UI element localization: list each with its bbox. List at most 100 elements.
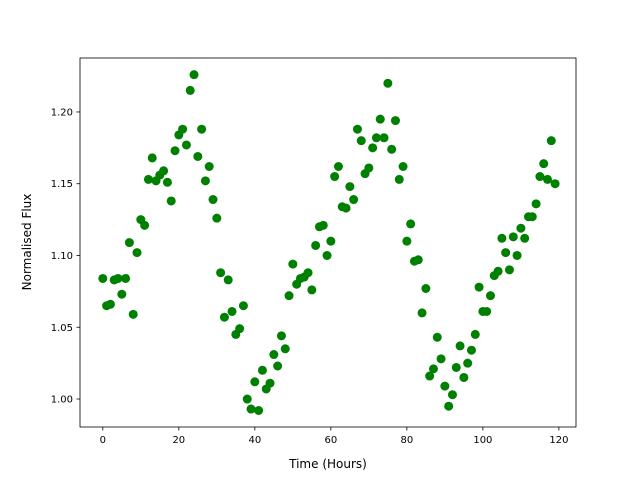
data-point [444, 401, 454, 411]
data-point [516, 223, 526, 233]
data-point [269, 350, 279, 360]
data-point [121, 273, 131, 283]
data-points [98, 70, 560, 415]
data-point [162, 177, 172, 187]
data-point [166, 196, 176, 206]
data-point [520, 233, 530, 243]
data-point [250, 377, 260, 387]
data-point [200, 176, 210, 186]
data-point [124, 238, 134, 248]
data-point [402, 236, 412, 246]
data-point [140, 220, 150, 230]
data-point [333, 162, 343, 172]
data-point [356, 136, 366, 146]
data-point [352, 124, 362, 134]
y-tick-label: 1.05 [51, 323, 73, 334]
data-point [242, 394, 252, 404]
data-point [98, 273, 108, 283]
data-point [375, 114, 385, 124]
data-point [440, 381, 450, 391]
data-point [463, 358, 473, 368]
y-tick-label: 1.00 [51, 395, 73, 406]
data-point [105, 299, 115, 309]
data-point [428, 364, 438, 374]
data-point [406, 219, 416, 229]
data-point [390, 116, 400, 126]
data-point [303, 268, 313, 278]
data-point [257, 365, 267, 375]
data-point [288, 259, 298, 269]
data-point [383, 78, 393, 88]
data-point [193, 151, 203, 161]
data-point [273, 361, 283, 371]
data-point [227, 306, 237, 316]
data-point [497, 233, 507, 243]
x-tick-label: 80 [400, 435, 413, 446]
data-point [318, 220, 328, 230]
data-point [208, 195, 218, 205]
data-point [117, 289, 127, 299]
data-point [197, 124, 207, 134]
data-point [326, 236, 336, 246]
data-point [501, 248, 511, 258]
data-point [387, 144, 397, 154]
y-axis-ticks: 1.00 1.05 1.10 1.15 1.20 [51, 107, 80, 406]
data-point [147, 153, 157, 163]
data-point [223, 275, 233, 285]
data-point [508, 232, 518, 242]
x-tick-label: 20 [172, 435, 185, 446]
data-point [341, 203, 351, 213]
data-point [459, 372, 469, 382]
data-point [276, 331, 286, 341]
x-tick-label: 40 [248, 435, 261, 446]
data-point [265, 378, 275, 388]
data-point [485, 291, 495, 301]
data-point [235, 324, 245, 334]
data-point [246, 404, 256, 414]
data-point [425, 371, 435, 381]
data-point [398, 162, 408, 172]
data-point [364, 163, 374, 173]
x-tick-label: 100 [473, 435, 492, 446]
data-point [474, 282, 484, 292]
data-point [113, 273, 123, 283]
data-point [455, 341, 465, 351]
data-point [542, 174, 552, 184]
data-point [307, 285, 317, 295]
data-point [436, 354, 446, 364]
data-point [284, 291, 294, 301]
data-point [345, 182, 355, 192]
data-point [493, 266, 503, 276]
data-point [311, 240, 321, 250]
data-point [322, 250, 332, 260]
data-point [170, 146, 180, 156]
data-point [128, 309, 138, 319]
axes-frame [79, 57, 577, 428]
data-point [379, 133, 389, 143]
data-point [280, 344, 290, 354]
y-tick-label: 1.10 [51, 251, 73, 262]
data-point [349, 195, 359, 205]
y-axis-label: Normalised Flux [20, 194, 34, 291]
data-point [330, 172, 340, 182]
data-point [512, 250, 522, 260]
data-point [482, 306, 492, 316]
data-point [550, 179, 560, 189]
data-point [212, 213, 222, 223]
data-point [432, 332, 442, 342]
data-point [178, 124, 188, 134]
y-tick-label: 1.15 [51, 179, 73, 190]
data-point [371, 133, 381, 143]
x-axis-ticks: 0 20 40 60 80 100 120 [100, 427, 568, 446]
data-point [189, 70, 199, 80]
data-point [470, 329, 480, 339]
data-point [531, 199, 541, 209]
x-tick-label: 120 [549, 435, 568, 446]
data-point [417, 308, 427, 318]
data-point [394, 174, 404, 184]
data-point [238, 301, 248, 311]
data-point [539, 159, 549, 169]
x-axis-label: Time (Hours) [288, 457, 367, 471]
data-point [159, 166, 169, 176]
